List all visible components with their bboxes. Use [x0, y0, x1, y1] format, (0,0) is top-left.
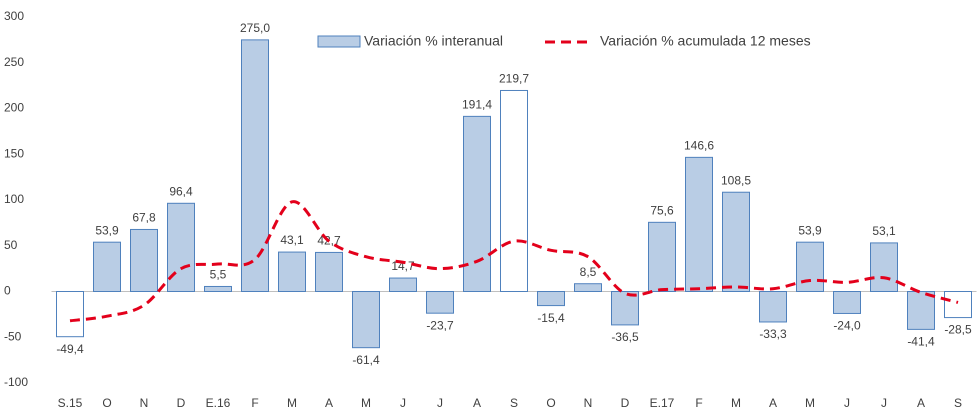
- bar: [130, 228, 158, 292]
- y-tick-label: 150: [4, 146, 24, 160]
- bar: [500, 89, 528, 292]
- data-label: 5,5: [210, 268, 227, 282]
- bar: [611, 291, 639, 326]
- bar: [796, 241, 824, 293]
- bar: [204, 285, 232, 292]
- legend-swatch: [317, 35, 361, 48]
- bar: [574, 283, 602, 293]
- data-label: -24,0: [833, 319, 861, 333]
- x-tick-label: A: [917, 396, 925, 410]
- bar: [56, 291, 84, 338]
- bar: [537, 291, 565, 307]
- data-label: 146,6: [684, 139, 714, 153]
- bar: [463, 115, 491, 292]
- y-tick-label: -100: [4, 375, 28, 389]
- bar: [426, 291, 454, 314]
- y-tick-label: 200: [4, 101, 24, 115]
- x-tick-label: J: [844, 396, 850, 410]
- data-label: 43,1: [280, 233, 304, 247]
- data-label: 96,4: [169, 184, 193, 198]
- data-label: -15,4: [537, 311, 565, 325]
- data-label: -61,4: [352, 353, 380, 367]
- x-tick-label: J: [437, 396, 443, 410]
- data-label: -28,5: [944, 323, 972, 337]
- data-label: -36,5: [611, 330, 639, 344]
- x-tick-label: A: [325, 396, 333, 410]
- data-label: -33,3: [759, 327, 787, 341]
- x-tick-label: D: [621, 396, 630, 410]
- x-tick-label: N: [584, 396, 593, 410]
- x-tick-label: A: [769, 396, 777, 410]
- data-label: 67,8: [132, 211, 156, 225]
- x-tick-label: D: [177, 396, 186, 410]
- x-tick-label: M: [361, 396, 371, 410]
- x-tick-label: O: [546, 396, 555, 410]
- x-tick-label: J: [400, 396, 406, 410]
- x-tick-label: O: [102, 396, 111, 410]
- x-tick-label: S: [510, 396, 518, 410]
- bar: [352, 291, 380, 349]
- y-tick-label: 250: [4, 55, 24, 69]
- x-tick-label: F: [251, 396, 258, 410]
- data-label: 8,5: [580, 265, 597, 279]
- bar: [315, 251, 343, 293]
- data-label: 53,9: [95, 223, 119, 237]
- data-label: 275,0: [240, 21, 270, 35]
- data-label: 53,9: [798, 223, 822, 237]
- data-label: 108,5: [721, 173, 751, 187]
- legend-label: Variación % acumulada 12 meses: [600, 33, 811, 49]
- bar: [685, 156, 713, 292]
- x-tick-label: M: [731, 396, 741, 410]
- x-tick-label: J: [881, 396, 887, 410]
- y-tick-label: -50: [4, 329, 22, 343]
- x-tick-label: F: [695, 396, 702, 410]
- data-label: -49,4: [56, 342, 84, 356]
- x-tick-label: E.16: [206, 396, 231, 410]
- x-tick-label: A: [473, 396, 481, 410]
- bar: [759, 291, 787, 323]
- x-tick-label: N: [140, 396, 149, 410]
- x-tick-label: E.17: [650, 396, 675, 410]
- y-tick-label: 50: [4, 238, 18, 252]
- data-label: 191,4: [462, 98, 492, 112]
- x-tick-label: S.15: [58, 396, 83, 410]
- bar: [944, 291, 972, 319]
- y-tick-label: 300: [4, 9, 24, 23]
- bar: [870, 242, 898, 292]
- bar: [722, 191, 750, 292]
- bar: [833, 291, 861, 314]
- bar: [278, 251, 306, 293]
- x-tick-label: S: [954, 396, 962, 410]
- bar: [907, 291, 935, 330]
- line: [69, 200, 959, 323]
- data-label: -23,7: [426, 318, 454, 332]
- y-tick-label: 0: [4, 284, 11, 298]
- data-label: -41,4: [907, 335, 935, 349]
- y-tick-label: 100: [4, 192, 24, 206]
- data-label: 219,7: [499, 72, 529, 86]
- data-label: 75,6: [650, 203, 674, 217]
- x-tick-label: M: [805, 396, 815, 410]
- legend-label: Variación % interanual: [364, 33, 503, 49]
- x-tick-label: M: [287, 396, 297, 410]
- bar: [93, 241, 121, 293]
- data-label: 53,1: [872, 224, 896, 238]
- bar: [389, 277, 417, 292]
- bar: [241, 39, 269, 292]
- bar: [648, 221, 676, 293]
